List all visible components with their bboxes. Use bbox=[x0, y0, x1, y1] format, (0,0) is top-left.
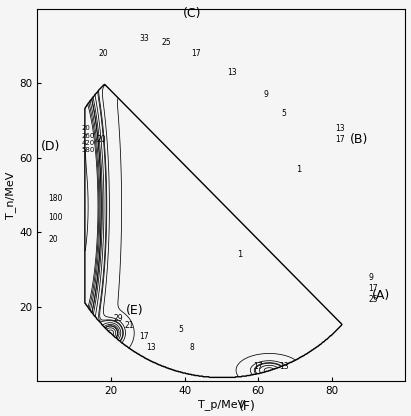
Text: 13: 13 bbox=[335, 124, 345, 133]
Text: 17: 17 bbox=[191, 49, 201, 58]
Text: 100: 100 bbox=[48, 213, 63, 222]
Text: 21: 21 bbox=[125, 321, 134, 330]
Text: 20: 20 bbox=[99, 49, 109, 58]
Text: (E): (E) bbox=[126, 304, 143, 317]
Text: 13: 13 bbox=[147, 343, 156, 352]
Text: (B): (B) bbox=[350, 133, 369, 146]
Text: 17: 17 bbox=[369, 284, 378, 293]
Text: 1: 1 bbox=[296, 165, 301, 173]
Text: 25: 25 bbox=[161, 38, 171, 47]
Text: 5: 5 bbox=[282, 109, 286, 118]
Text: (C): (C) bbox=[182, 7, 201, 20]
Text: 13: 13 bbox=[228, 68, 237, 77]
Text: 420: 420 bbox=[81, 140, 95, 146]
Text: 20: 20 bbox=[81, 125, 90, 131]
Text: 33: 33 bbox=[139, 34, 149, 43]
Text: 5: 5 bbox=[178, 325, 183, 334]
Text: 9: 9 bbox=[369, 272, 374, 282]
Text: (F): (F) bbox=[239, 400, 256, 413]
Text: 260: 260 bbox=[81, 133, 95, 139]
Text: 13: 13 bbox=[279, 362, 289, 371]
X-axis label: T_p/MeV: T_p/MeV bbox=[198, 399, 245, 410]
Text: 8: 8 bbox=[189, 343, 194, 352]
Text: 29: 29 bbox=[113, 314, 123, 322]
Text: 1: 1 bbox=[237, 250, 242, 259]
Text: 20: 20 bbox=[96, 135, 106, 144]
Text: 180: 180 bbox=[48, 194, 62, 203]
Text: 20: 20 bbox=[48, 235, 58, 244]
Text: (A): (A) bbox=[372, 289, 390, 302]
Text: 17: 17 bbox=[139, 332, 149, 341]
Text: 9: 9 bbox=[263, 90, 268, 99]
Text: 17: 17 bbox=[253, 362, 263, 371]
Y-axis label: T_n/MeV: T_n/MeV bbox=[6, 171, 16, 219]
Text: 17: 17 bbox=[335, 135, 345, 144]
Text: 580: 580 bbox=[81, 148, 95, 154]
Text: 25: 25 bbox=[369, 295, 378, 304]
Text: (D): (D) bbox=[41, 140, 60, 153]
